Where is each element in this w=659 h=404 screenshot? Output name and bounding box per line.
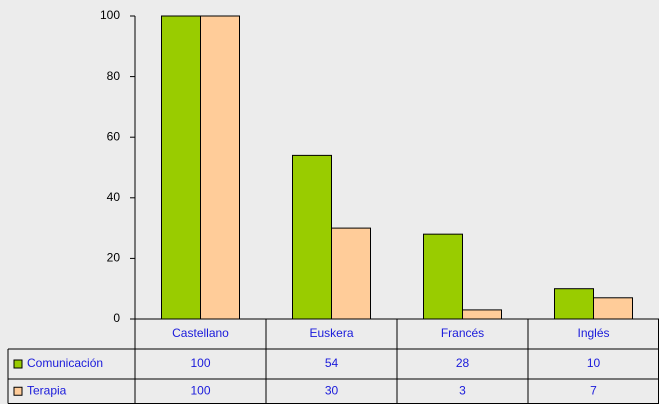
legend-label: Terapia [27, 383, 67, 397]
legend-key [13, 386, 23, 396]
y-tick-label: 60 [107, 129, 121, 143]
bar [462, 309, 502, 320]
bar [200, 15, 240, 320]
x-tick-label: Inglés [577, 326, 609, 340]
table-value: 30 [325, 383, 339, 397]
table-value: 7 [590, 383, 597, 397]
legend-key [13, 359, 23, 369]
bar [161, 15, 201, 320]
x-tick-label: Francés [441, 326, 484, 340]
bar [331, 227, 371, 320]
bar [423, 233, 463, 320]
bar [554, 288, 594, 320]
table-value: 100 [190, 383, 210, 397]
table-value: 54 [325, 356, 339, 370]
table-value: 3 [459, 383, 466, 397]
y-tick-label: 40 [107, 190, 121, 204]
x-tick-label: Euskera [309, 326, 353, 340]
table-value: 10 [587, 356, 601, 370]
table-value: 100 [190, 356, 210, 370]
y-tick-label: 20 [107, 251, 121, 265]
bar [292, 154, 332, 320]
legend-label: Comunicación [27, 356, 103, 370]
bar [593, 297, 633, 320]
y-tick-label: 80 [107, 69, 121, 83]
x-tick-label: Castellano [172, 326, 229, 340]
y-tick-label: 100 [100, 8, 120, 22]
y-tick-label: 0 [113, 311, 120, 325]
table-value: 28 [456, 356, 470, 370]
